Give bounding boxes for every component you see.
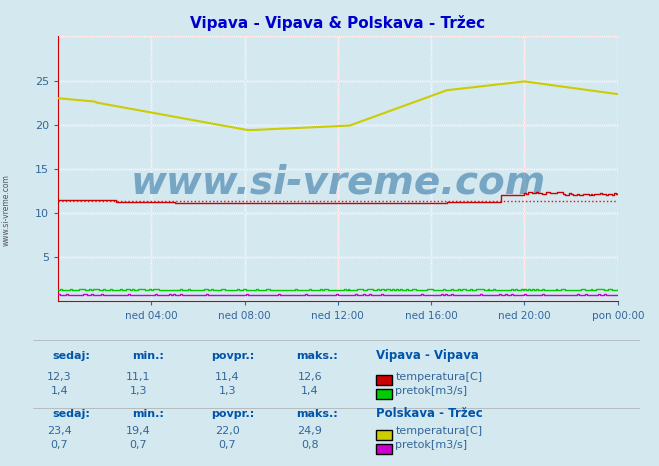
Text: 0,7: 0,7 <box>130 440 147 450</box>
Text: 11,4: 11,4 <box>215 372 240 382</box>
Text: www.si-vreme.com: www.si-vreme.com <box>130 163 546 201</box>
Text: min.:: min.: <box>132 351 163 361</box>
Text: pretok[m3/s]: pretok[m3/s] <box>395 386 467 396</box>
Text: 12,3: 12,3 <box>47 372 72 382</box>
Text: 0,7: 0,7 <box>51 440 68 450</box>
Text: povpr.:: povpr.: <box>211 351 254 361</box>
Text: 0,7: 0,7 <box>219 440 236 450</box>
Text: 1,3: 1,3 <box>130 386 147 396</box>
Text: sedaj:: sedaj: <box>53 351 90 361</box>
Text: povpr.:: povpr.: <box>211 409 254 419</box>
Text: 1,4: 1,4 <box>301 386 318 396</box>
Text: 1,4: 1,4 <box>51 386 68 396</box>
Text: temperatura[C]: temperatura[C] <box>395 426 482 436</box>
Text: maks.:: maks.: <box>297 351 338 361</box>
Text: 19,4: 19,4 <box>126 426 151 436</box>
Text: 23,4: 23,4 <box>47 426 72 436</box>
Text: 0,8: 0,8 <box>301 440 318 450</box>
Text: www.si-vreme.com: www.si-vreme.com <box>2 174 11 246</box>
Text: maks.:: maks.: <box>297 409 338 419</box>
Text: 11,1: 11,1 <box>126 372 151 382</box>
Text: temperatura[C]: temperatura[C] <box>395 372 482 382</box>
Text: 24,9: 24,9 <box>297 426 322 436</box>
Text: 22,0: 22,0 <box>215 426 240 436</box>
Text: Vipava - Vipava: Vipava - Vipava <box>376 349 478 362</box>
Text: 12,6: 12,6 <box>297 372 322 382</box>
Text: 1,3: 1,3 <box>219 386 236 396</box>
Text: pretok[m3/s]: pretok[m3/s] <box>395 440 467 450</box>
Text: Polskava - Tržec: Polskava - Tržec <box>376 407 482 420</box>
Title: Vipava - Vipava & Polskava - Tržec: Vipava - Vipava & Polskava - Tržec <box>190 15 486 31</box>
Text: sedaj:: sedaj: <box>53 409 90 419</box>
Text: min.:: min.: <box>132 409 163 419</box>
